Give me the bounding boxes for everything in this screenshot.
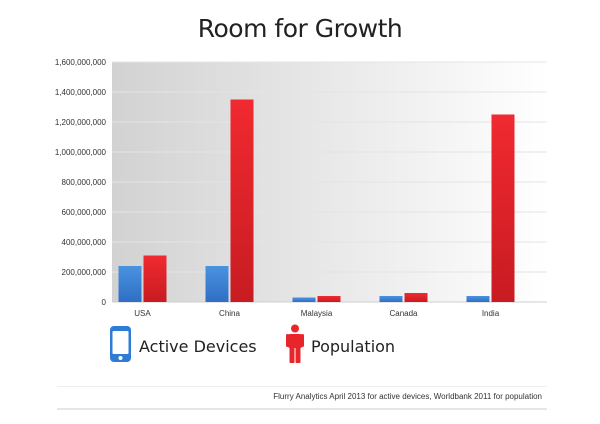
y-tick-label: 0 [102,298,107,307]
y-tick-label: 1,200,000,000 [55,118,107,127]
x-tick-label: Canada [389,309,418,318]
divider [57,408,547,410]
legend-label-active-devices: Active Devices [139,336,257,356]
bar-population-usa [143,255,167,302]
bar-active-devices-canada [379,296,403,302]
legend-label-population: Population [311,336,396,356]
legend-item-population: Population [286,324,396,369]
y-tick-label: 1,400,000,000 [55,88,107,97]
bar-population-canada [404,293,428,302]
divider [57,386,547,387]
grid-lines [112,61,547,303]
bar-active-devices-malaysia [292,297,316,302]
source-note: Flurry Analytics April 2013 for active d… [273,392,542,401]
x-tick-label: USA [134,309,151,318]
bar-active-devices-india [466,296,490,302]
x-axis: USA China Malaysia Canada India [134,309,499,318]
y-axis: 0 200,000,000 400,000,000 600,000,000 800,00… [55,58,107,307]
bars [118,99,515,302]
bar-population-malaysia [317,296,341,302]
bar-active-devices-china [205,266,229,302]
y-tick-label: 1,600,000,000 [55,58,107,67]
bar-population-india [491,114,515,302]
y-tick-label: 800,000,000 [62,178,107,187]
y-tick-label: 1,000,000,000 [55,148,107,157]
y-tick-label: 400,000,000 [62,238,107,247]
person-icon [286,324,304,369]
legend-item-active-devices: Active Devices [109,325,257,368]
y-tick-label: 200,000,000 [62,268,107,277]
chart-title: Room for Growth [197,14,403,43]
y-tick-label: 600,000,000 [62,208,107,217]
bar-population-china [230,99,254,302]
phone-icon [109,325,132,368]
x-tick-label: India [482,309,500,318]
x-tick-label: Malaysia [301,309,333,318]
x-tick-label: China [219,309,240,318]
bar-active-devices-usa [118,266,142,302]
